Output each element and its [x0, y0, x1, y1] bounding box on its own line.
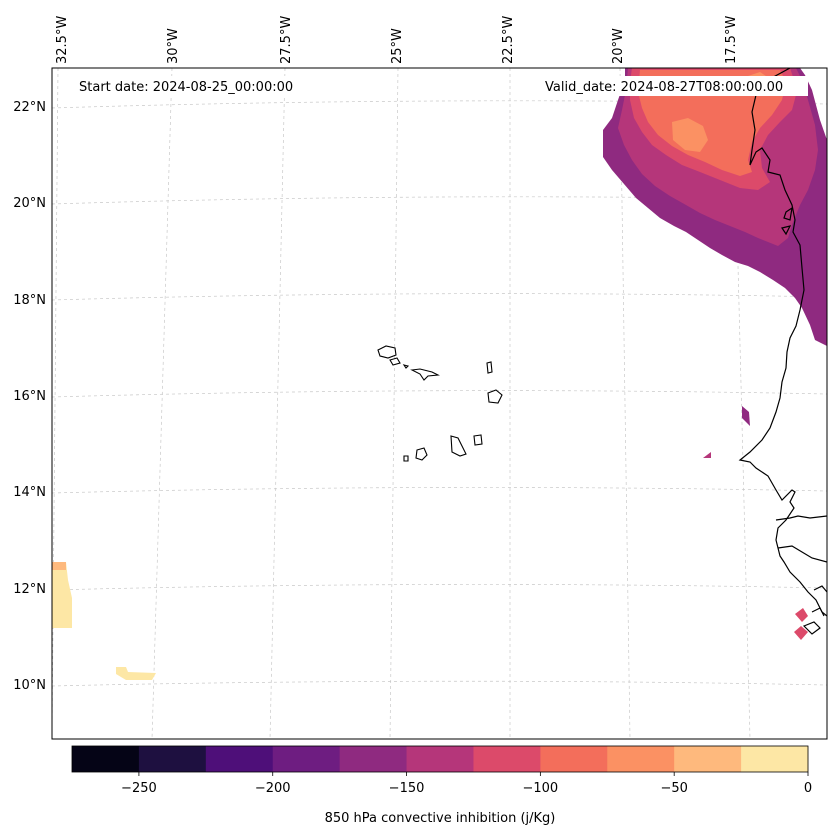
colorbar-swatch — [741, 746, 809, 772]
lat-label: 14°N — [13, 485, 46, 500]
colorbar-swatch — [540, 746, 608, 772]
colorbar-tick-label: −250 — [121, 781, 157, 796]
colorbar-swatch — [72, 746, 140, 772]
island-sao-nicolau — [410, 368, 440, 381]
colorbar-tick-label: −150 — [389, 781, 425, 796]
contour-band-5 — [672, 118, 708, 152]
lat-label: 12°N — [13, 582, 46, 597]
colorbar-title: 850 hPa convective inhibition (j/Kg) — [325, 811, 556, 826]
start-date-box — [70, 76, 315, 96]
lat-label: 10°N — [13, 678, 46, 693]
island-santo-antao — [377, 345, 397, 359]
contour-patch-west-2 — [116, 667, 156, 680]
island-maio — [473, 434, 483, 446]
contour-patch-west-1-edge — [52, 562, 66, 570]
colorbar-swatch — [339, 746, 408, 772]
contour-patch-guinea-2 — [794, 626, 808, 640]
contour-patch-guinea-1 — [795, 608, 808, 622]
lon-label: 27.5°W — [279, 16, 294, 64]
start-date-label: Start date: 2024-08-25_00:00:00 — [79, 80, 293, 95]
colorbar-tick-label: −200 — [255, 781, 291, 796]
island-brava — [403, 455, 409, 462]
map-frame — [51, 67, 828, 740]
lat-label: 22°N — [13, 100, 46, 115]
lon-label: 32.5°W — [55, 16, 70, 64]
lon-label: 20°W — [611, 28, 626, 64]
longitude-labels: 32.5°W 30°W 27.5°W 25°W 22.5°W 20°W 17.5… — [55, 16, 739, 64]
cape-verde-islands — [377, 345, 503, 462]
island-fogo — [415, 447, 428, 461]
lon-label: 17.5°W — [724, 16, 739, 64]
lon-label: 22.5°W — [501, 16, 516, 64]
colorbar: −250 −200 −150 −100 −50 0 850 hPa convective … — [71, 745, 812, 826]
contour-band-4 — [638, 70, 786, 176]
contour-patch-west-1 — [52, 562, 72, 628]
colorbar-frame — [71, 745, 809, 773]
coastline — [738, 68, 827, 635]
lon-label: 30°W — [166, 28, 181, 64]
contour-patch-small — [703, 452, 711, 458]
lat-label: 18°N — [13, 293, 46, 308]
colorbar-swatch — [272, 746, 341, 772]
lon-label: 25°W — [390, 28, 405, 64]
lat-label: 16°N — [13, 389, 46, 404]
colorbar-swatch — [607, 746, 675, 772]
valid-date-label: Valid_date: 2024-08-27T08:00:00.00 — [545, 80, 783, 95]
cin-contours — [52, 68, 827, 680]
lat-label: 20°N — [13, 196, 46, 211]
contour-patch-senegal — [742, 406, 750, 426]
colorbar-swatch — [138, 746, 207, 772]
colorbar-swatch — [406, 746, 474, 772]
colorbar-swatch — [205, 746, 274, 772]
colorbar-swatch — [674, 746, 742, 772]
colorbar-swatch — [473, 746, 541, 772]
island-sal — [486, 361, 493, 374]
island-sao-vicente — [389, 357, 401, 366]
island-boa-vista — [487, 389, 503, 404]
colorbar-tick-label: −50 — [660, 781, 687, 796]
valid-date-box — [540, 76, 808, 96]
latitude-labels: 22°N 20°N 18°N 16°N 14°N 12°N 10°N — [13, 100, 46, 693]
colorbar-tick-label: −100 — [523, 781, 559, 796]
island-santiago — [450, 435, 467, 457]
colorbar-tick-label: 0 — [804, 781, 812, 796]
island-santa-luzia — [402, 364, 410, 369]
